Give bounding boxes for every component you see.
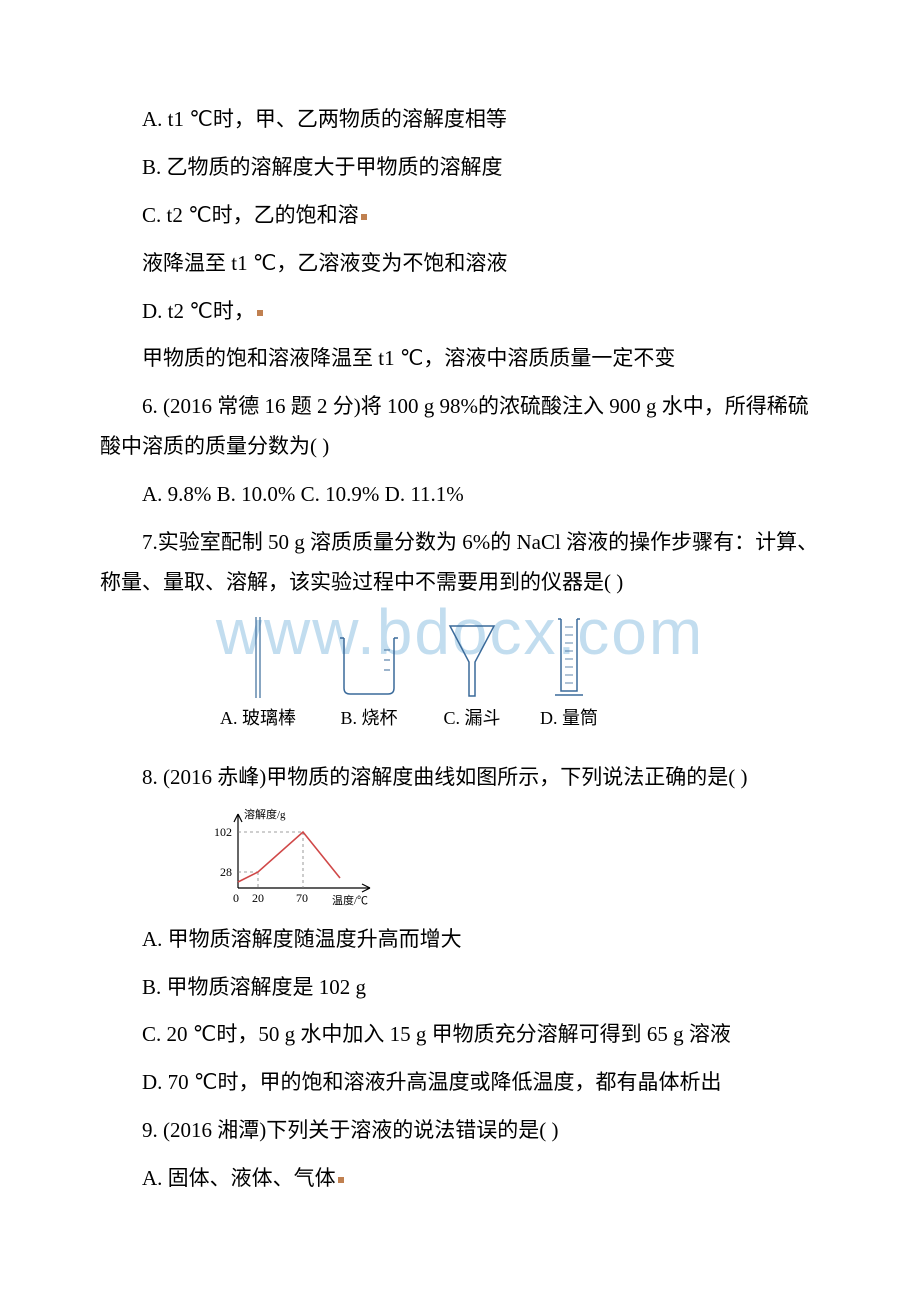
page-content: A. t1 ℃时，甲、乙两物质的溶解度相等 B. 乙物质的溶解度大于甲物质的溶解… <box>100 100 820 1199</box>
ytick-102: 102 <box>214 825 232 839</box>
q5-option-d-line1: D. t2 ℃时， <box>100 292 820 332</box>
fig-glass-rod: A. 玻璃棒 <box>220 615 296 730</box>
q5-option-c-line2: 液降温至 t1 ℃，乙溶液变为不饱和溶液 <box>100 244 820 284</box>
fig-label-b: B. 烧杯 <box>340 704 397 730</box>
q5-option-d-line2: 甲物质的饱和溶液降温至 t1 ℃，溶液中溶质质量一定不变 <box>100 339 820 379</box>
q5-optd-text1: D. t2 ℃时， <box>142 299 255 323</box>
dot-icon <box>361 214 367 220</box>
beaker-icon <box>334 630 404 700</box>
cylinder-icon <box>551 615 587 700</box>
solubility-curve-icon: 溶解度/g 温度/℃ 102 28 0 20 70 <box>200 806 390 911</box>
xtick-0: 0 <box>233 891 239 905</box>
fig-cylinder: D. 量筒 <box>540 615 598 730</box>
q7-text: 7.实验室配制 50 g 溶质质量分数为 6%的 NaCl 溶液的操作步骤有：计… <box>100 523 820 603</box>
xtick-20: 20 <box>252 891 264 905</box>
chart-xlabel: 温度/℃ <box>332 893 368 907</box>
q7-figure-row: A. 玻璃棒 B. 烧杯 C. 漏斗 <box>220 615 820 730</box>
q5-option-c-line1: C. t2 ℃时，乙的饱和溶 <box>100 196 820 236</box>
xtick-70: 70 <box>296 891 308 905</box>
fig-label-c: C. 漏斗 <box>443 704 500 730</box>
chart-ylabel: 溶解度/g <box>244 807 286 821</box>
q6-text: 6. (2016 常德 16 题 2 分)将 100 g 98%的浓硫酸注入 9… <box>100 387 820 467</box>
q8-option-d: D. 70 ℃时，甲的饱和溶液升高温度或降低温度，都有晶体析出 <box>100 1063 820 1103</box>
dot-icon <box>338 1177 344 1183</box>
q9-opta-text: A. 固体、液体、气体 <box>142 1166 336 1190</box>
q9-option-a: A. 固体、液体、气体 <box>100 1159 820 1199</box>
fig-label-d: D. 量筒 <box>540 704 598 730</box>
q5-option-a: A. t1 ℃时，甲、乙两物质的溶解度相等 <box>100 100 820 140</box>
q9-text: 9. (2016 湘潭)下列关于溶液的说法错误的是( ) <box>100 1111 820 1151</box>
fig-label-a: A. 玻璃棒 <box>220 704 296 730</box>
q5-optc-text1: C. t2 ℃时，乙的饱和溶 <box>142 203 359 227</box>
q8-option-c: C. 20 ℃时，50 g 水中加入 15 g 甲物质充分溶解可得到 65 g … <box>100 1015 820 1055</box>
q8-text: 8. (2016 赤峰)甲物质的溶解度曲线如图所示，下列说法正确的是( ) <box>100 758 820 798</box>
dot-icon <box>257 310 263 316</box>
ytick-28: 28 <box>220 865 232 879</box>
q8-option-b: B. 甲物质溶解度是 102 g <box>100 968 820 1008</box>
funnel-icon <box>442 620 502 700</box>
fig-beaker: B. 烧杯 <box>334 615 404 730</box>
q8-chart: 溶解度/g 温度/℃ 102 28 0 20 70 <box>200 806 820 916</box>
glass-rod-icon <box>248 615 268 700</box>
q5-option-b: B. 乙物质的溶解度大于甲物质的溶解度 <box>100 148 820 188</box>
fig-funnel: C. 漏斗 <box>442 615 502 730</box>
q6-options: A. 9.8% B. 10.0% C. 10.9% D. 11.1% <box>100 475 820 515</box>
q8-option-a: A. 甲物质溶解度随温度升高而增大 <box>100 920 820 960</box>
